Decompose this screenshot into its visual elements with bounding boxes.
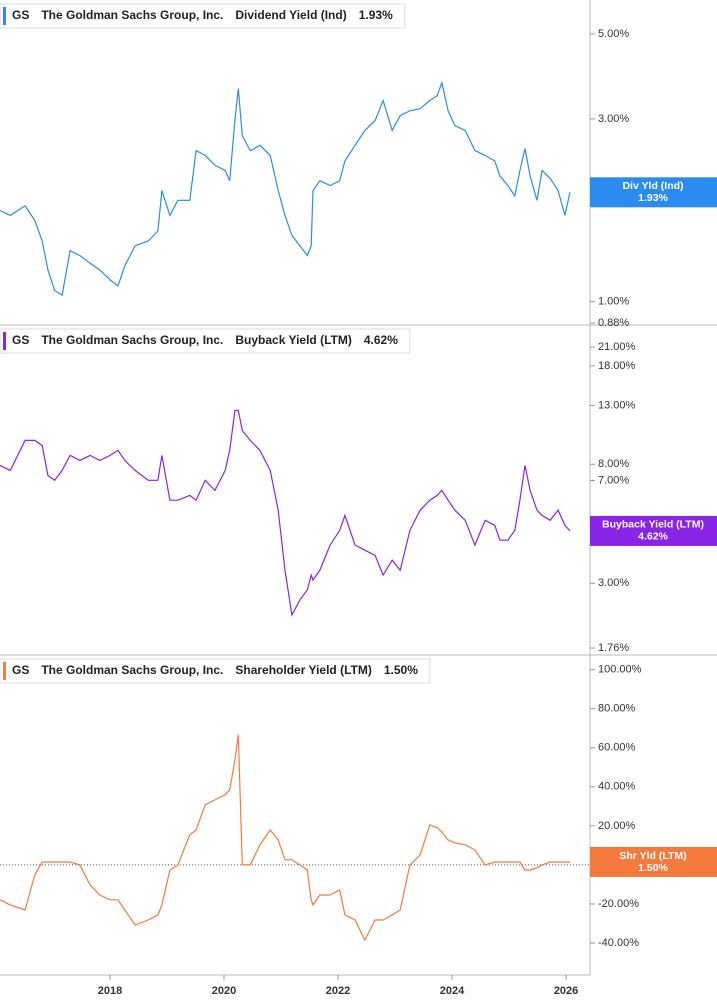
x-tick-label: 2026	[554, 985, 578, 997]
header: GS The Goldman Sachs Group, Inc. Buyback Y…	[0, 328, 411, 354]
company-name: The Goldman Sachs Group, Inc.	[41, 333, 223, 347]
y-tick-label: 40.00%	[598, 781, 636, 793]
value-box-value: 1.50%	[638, 862, 668, 874]
company-name: The Goldman Sachs Group, Inc.	[41, 663, 223, 677]
value-box-name: Shr Yld (LTM)	[619, 850, 686, 862]
y-tick-label: 1.00%	[598, 296, 629, 308]
x-tick-label: 2022	[326, 985, 350, 997]
header: GS The Goldman Sachs Group, Inc. Dividend …	[0, 3, 406, 29]
y-tick-label: 100.00%	[598, 664, 642, 676]
y-tick-label: 80.00%	[598, 703, 636, 715]
y-tick-label: 1.76%	[598, 642, 629, 654]
metric-value: 1.93%	[359, 8, 393, 22]
company-name: The Goldman Sachs Group, Inc.	[41, 8, 223, 22]
y-tick-label: 0.88%	[598, 317, 629, 329]
x-tick-label: 2018	[98, 985, 122, 997]
ticker: GS	[12, 663, 29, 677]
value-box-value: 4.62%	[638, 531, 668, 543]
y-tick-label: -20.00%	[598, 898, 639, 910]
ticker: GS	[12, 8, 29, 22]
series-line	[0, 80, 571, 297]
y-tick-label: -40.00%	[598, 937, 639, 949]
y-tick-label: 7.00%	[598, 474, 629, 486]
y-tick-label: 60.00%	[598, 742, 636, 754]
y-tick-label: 8.00%	[598, 458, 629, 470]
series-line	[0, 409, 571, 617]
value-box	[590, 515, 717, 546]
value-box	[590, 846, 717, 877]
ticker: GS	[12, 333, 29, 347]
metric-value: 1.50%	[384, 663, 418, 677]
header-color	[3, 662, 6, 680]
value-box-value: 1.93%	[638, 192, 668, 204]
header-box	[0, 658, 431, 684]
series-line	[0, 734, 570, 942]
header-color	[3, 7, 6, 25]
metric-value: 4.62%	[364, 333, 398, 347]
y-tick-label: 3.00%	[598, 113, 629, 125]
metric-name: Dividend Yield (Ind)	[235, 8, 346, 22]
x-tick-label: 2024	[440, 985, 465, 997]
value-box	[590, 177, 717, 208]
value-box-name: Div Yld (Ind)	[622, 180, 683, 192]
header: GS The Goldman Sachs Group, Inc. Sharehold…	[0, 658, 431, 684]
header-color	[3, 332, 6, 350]
y-tick-label: 20.00%	[598, 820, 636, 832]
metric-name: Shareholder Yield (LTM)	[235, 663, 371, 677]
x-tick-label: 2020	[212, 985, 236, 997]
header-box	[0, 328, 411, 354]
y-tick-label: 5.00%	[598, 28, 629, 40]
header-box	[0, 3, 406, 29]
y-tick-label: 3.00%	[598, 577, 629, 589]
y-tick-label: 21.00%	[598, 341, 636, 353]
value-box-name: Buyback Yield (LTM)	[602, 519, 704, 531]
y-tick-label: 18.00%	[598, 360, 636, 372]
y-tick-label: 13.00%	[598, 399, 636, 411]
metric-name: Buyback Yield (LTM)	[235, 333, 351, 347]
